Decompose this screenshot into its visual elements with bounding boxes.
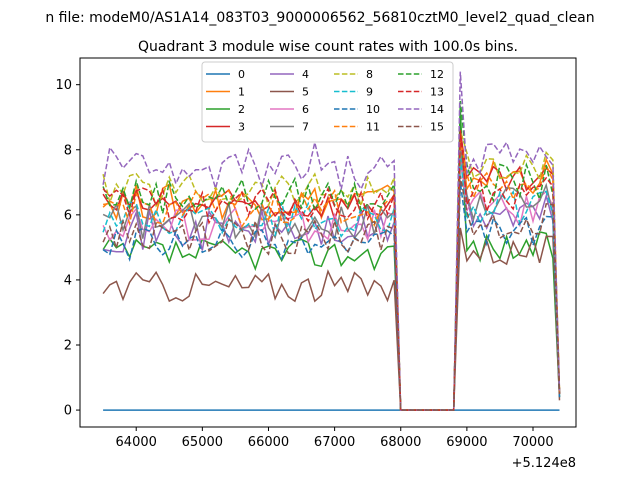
y-tick-label: 10 — [55, 78, 72, 93]
series-line-1 — [102, 136, 561, 411]
series-line-5 — [102, 227, 561, 411]
x-tick-label: 69000 — [446, 435, 487, 450]
series-line-11 — [102, 139, 561, 411]
legend-label-7: 7 — [302, 121, 309, 134]
series-line-2 — [102, 110, 561, 411]
chart-suptitle: n file: modeM0/AS1A14_083T03_9000006562_… — [45, 10, 594, 26]
legend-label-5: 5 — [302, 86, 309, 99]
series-line-13 — [102, 130, 561, 411]
series-line-10 — [102, 182, 561, 411]
legend-label-12: 12 — [430, 68, 444, 81]
x-tick-label: 64000 — [116, 435, 157, 450]
legend-label-1: 1 — [238, 86, 245, 99]
legend-label-13: 13 — [430, 86, 444, 99]
legend-label-15: 15 — [430, 121, 444, 134]
y-tick-label: 6 — [64, 208, 72, 223]
legend-label-4: 4 — [302, 68, 309, 81]
x-tick-label: 70000 — [512, 435, 553, 450]
series-line-15 — [102, 175, 561, 411]
legend-label-8: 8 — [366, 68, 373, 81]
legend-label-6: 6 — [302, 103, 309, 116]
legend-label-0: 0 — [238, 68, 245, 81]
x-tick-label: 67000 — [314, 435, 355, 450]
series-line-12 — [102, 100, 561, 411]
legend-label-14: 14 — [430, 103, 444, 116]
x-tick-label: 65000 — [182, 435, 223, 450]
series-line-9 — [102, 156, 561, 411]
x-tick-label: 66000 — [248, 435, 289, 450]
legend-label-9: 9 — [366, 86, 373, 99]
series-line-14 — [102, 71, 561, 411]
y-tick-label: 0 — [64, 404, 72, 419]
legend-box — [201, 61, 454, 143]
legend-label-11: 11 — [366, 121, 380, 134]
series-line-3 — [102, 130, 561, 411]
x-offset-label: +5.124e8 — [512, 456, 576, 471]
x-tick-label: 68000 — [380, 435, 421, 450]
y-tick-label: 8 — [64, 143, 72, 158]
y-tick-label: 4 — [64, 273, 72, 288]
y-tick-label: 2 — [64, 339, 72, 354]
legend-label-3: 3 — [238, 121, 245, 134]
legend-label-10: 10 — [366, 103, 380, 116]
plot-frame — [79, 57, 577, 428]
chart-title: Quadrant 3 module wise count rates with … — [138, 39, 518, 55]
legend-label-2: 2 — [238, 103, 245, 116]
